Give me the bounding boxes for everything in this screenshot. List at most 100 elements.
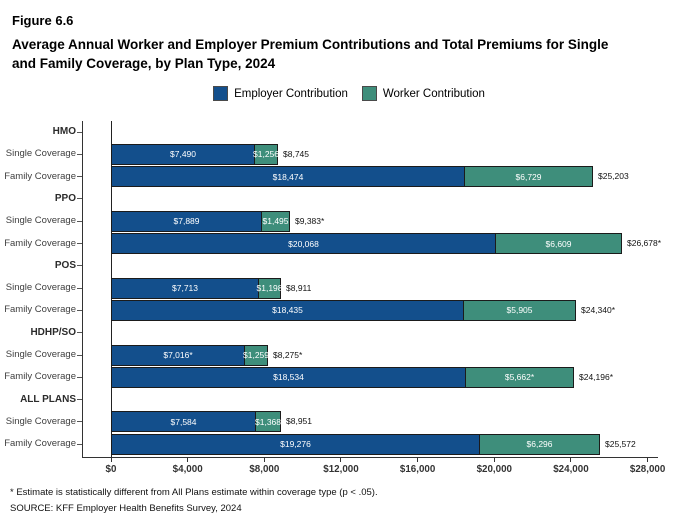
plan-type-label: HMO (52, 126, 76, 137)
x-axis-tick (340, 458, 342, 462)
legend-item-employer: Employer Contribution (213, 86, 348, 101)
stacked-bar: $20,068 $6,609 (111, 233, 622, 254)
total-premium-label: $24,340* (581, 304, 616, 315)
figure-title: Average Annual Worker and Employer Premi… (12, 35, 608, 73)
employer-value-label: $20,068 (288, 238, 319, 249)
y-axis-tick (77, 354, 82, 356)
employer-contribution-segment: $7,584 (111, 411, 256, 433)
worker-value-label: $1,259 (243, 350, 269, 360)
legend-label-worker: Worker Contribution (382, 87, 485, 100)
footnote-source: SOURCE: KFF Employer Health Benefits Sur… (10, 503, 242, 514)
figure-title-line1: Average Annual Worker and Employer Premi… (12, 37, 609, 52)
worker-contribution-segment: $6,609 (495, 233, 622, 254)
y-axis-tick (77, 131, 82, 133)
employer-contribution-segment: $7,889 (111, 210, 262, 232)
employer-contribution-segment: $18,435 (111, 299, 464, 321)
worker-contribution-segment: $1,256 (253, 143, 279, 165)
y-axis-tick (77, 176, 82, 178)
worker-contribution-segment: $6,296 (479, 433, 600, 455)
stacked-bar: $7,889 $1,495 (111, 210, 290, 232)
coverage-row-label: Single Coverage (5, 282, 76, 294)
worker-contribution-segment: $1,259 (243, 344, 269, 366)
worker-value-label: $1,495 (262, 216, 289, 227)
plan-type-label: POS (54, 259, 76, 271)
employer-value-label: $7,016* (163, 350, 193, 360)
worker-contribution-segment: $5,905 (463, 299, 576, 321)
stacked-bar: $19,276 $6,296 (111, 433, 600, 455)
worker-value-label: $6,296 (526, 439, 553, 450)
x-axis-tick-label: $28,000 (629, 464, 666, 475)
x-axis-tick-label: $4,000 (172, 464, 203, 475)
employer-contribution-segment: $7,490 (111, 143, 255, 165)
x-axis-tick-label: $0 (105, 464, 117, 475)
x-axis-tick-label: $12,000 (323, 464, 359, 475)
worker-color-swatch (361, 86, 377, 101)
employer-value-label: $7,889 (173, 216, 200, 227)
chart-legend: Employer Contribution Worker Contributio… (0, 86, 698, 101)
y-axis-tick (77, 309, 82, 311)
worker-value-label: $1,198 (256, 283, 283, 294)
coverage-row-label: Single Coverage (5, 349, 76, 360)
x-axis-tick (493, 458, 495, 462)
total-premium-label: $8,951 (286, 416, 312, 427)
stacked-bar: $7,713 $1,198 (111, 277, 283, 299)
x-axis-tick (417, 458, 419, 462)
stacked-bar: $7,490 $1,256 (111, 143, 279, 165)
x-axis-tick (263, 458, 265, 462)
x-axis-line (82, 457, 658, 458)
total-premium-label: $8,275* (273, 349, 303, 360)
total-premium-label: $26,678* (627, 238, 662, 248)
total-premium-label: $25,203 (598, 171, 629, 182)
y-axis-tick (77, 287, 82, 289)
employer-color-swatch (213, 86, 229, 101)
coverage-row-label: Family Coverage (4, 237, 76, 249)
coverage-row-label: Single Coverage (5, 415, 76, 427)
coverage-row-label: Family Coverage (4, 371, 76, 383)
employer-contribution-segment: $7,016* (111, 344, 245, 366)
legend-label-employer: Employer Contribution (234, 87, 348, 100)
total-premium-label: $24,196* (579, 371, 614, 382)
stacked-bar: $7,584 $1,368 (111, 411, 281, 433)
employer-value-label: $7,713 (172, 283, 198, 294)
total-premium-label: $8,911 (286, 282, 312, 293)
stacked-bar: $18,435 $5,905 (111, 299, 576, 321)
employer-value-label: $19,276 (280, 439, 311, 450)
stacked-bar: $7,016* $1,259 (111, 344, 269, 366)
worker-value-label: $1,256 (253, 149, 279, 160)
coverage-row-label: Family Coverage (4, 304, 76, 316)
x-axis-tick (110, 458, 112, 462)
x-axis-tick-label: $20,000 (476, 464, 512, 475)
x-axis-tick-label: $16,000 (399, 464, 436, 475)
employer-contribution-segment: $18,534 (111, 366, 466, 388)
coverage-row-label: Family Coverage (4, 438, 76, 450)
coverage-row-label: Family Coverage (4, 170, 76, 182)
worker-value-label: $6,729 (515, 171, 542, 182)
employer-value-label: $18,474 (272, 171, 304, 182)
x-axis-tick (647, 458, 649, 462)
y-axis-line (82, 121, 83, 457)
footnote-significance: * Estimate is statistically different fr… (10, 487, 378, 498)
coverage-row-label: Single Coverage (5, 215, 76, 227)
figure-title-line2: and Family Coverage, by Plan Type, 2024 (12, 56, 276, 71)
worker-value-label: $6,609 (545, 238, 572, 249)
coverage-row-label: Single Coverage (5, 148, 76, 160)
stacked-bar: $18,534 $5,662* (111, 366, 574, 388)
plan-type-label: ALL PLANS (20, 393, 76, 405)
y-axis-tick (77, 376, 82, 378)
employer-contribution-segment: $20,068 (111, 233, 496, 254)
employer-contribution-segment: $7,713 (111, 277, 259, 299)
employer-value-label: $18,435 (272, 305, 303, 316)
y-axis-tick (77, 443, 82, 445)
legend-item-worker: Worker Contribution (361, 86, 485, 101)
x-axis-tick-label: $24,000 (553, 464, 589, 475)
total-premium-label: $25,572 (605, 438, 636, 449)
y-axis-tick (77, 399, 82, 401)
y-axis-tick (77, 198, 82, 200)
employer-value-label: $7,584 (170, 416, 197, 427)
y-axis-tick (77, 153, 82, 155)
worker-contribution-segment: $1,495 (261, 210, 290, 232)
figure-number: Figure 6.6 (12, 13, 74, 28)
worker-contribution-segment: $5,662* (465, 366, 574, 388)
